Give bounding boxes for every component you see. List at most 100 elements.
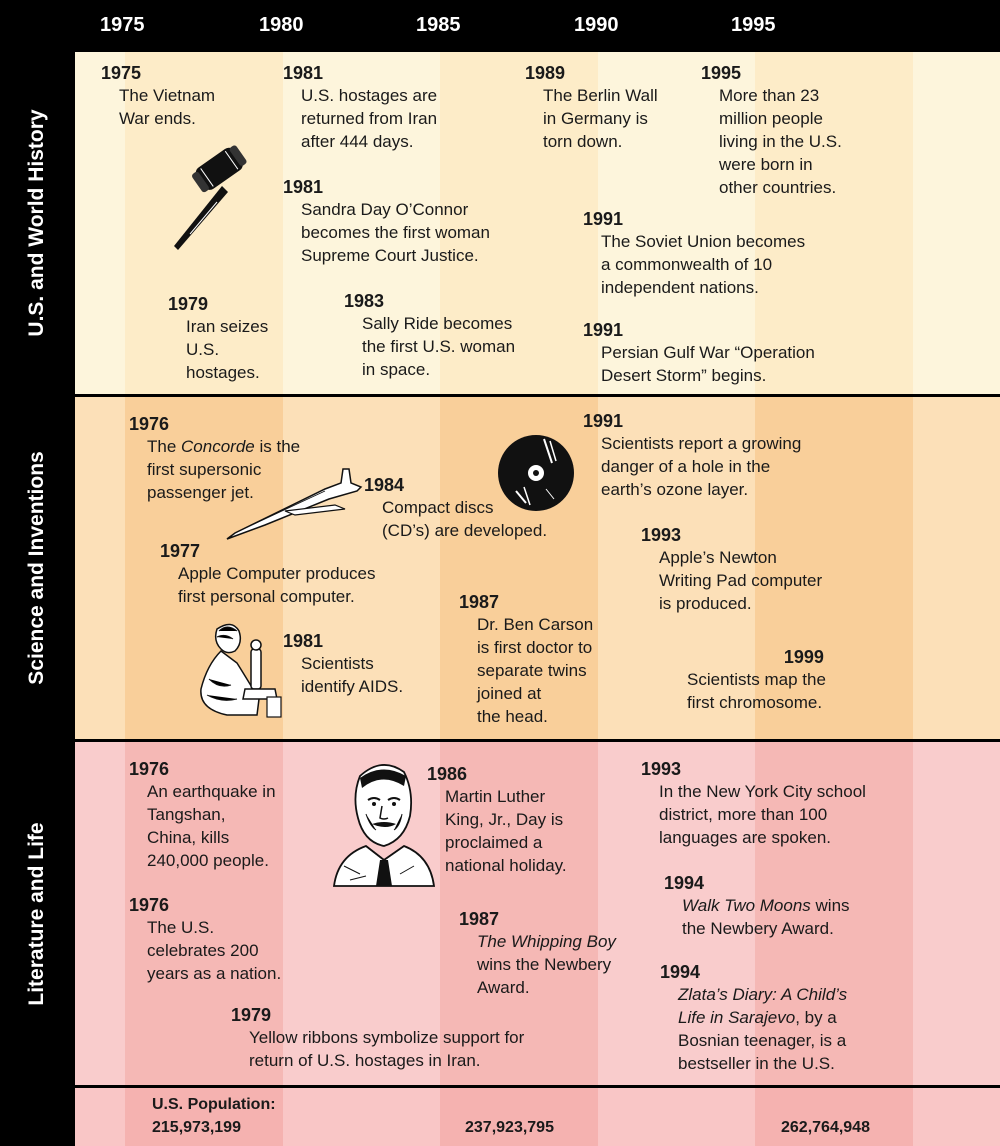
- timeline-event: 1991 Persian Gulf War “Operation Desert …: [583, 319, 815, 387]
- gavel-icon: [174, 145, 247, 250]
- decade-stripe: [755, 1088, 913, 1146]
- timeline-event: 1981 Sandra Day O’Connor becomes the fir…: [283, 176, 490, 267]
- timeline-event: 1995 More than 23 million people living …: [701, 62, 842, 199]
- history-section: U.S. and World History 1975 The Vietnam …: [0, 52, 1000, 394]
- event-text: An earthquake in Tangshan, China, kills …: [147, 782, 276, 870]
- decade-stripe: [125, 742, 283, 1085]
- event-year: 1979: [231, 1005, 272, 1025]
- population-value-1995: 262,764,948: [781, 1119, 870, 1136]
- event-text: The Berlin Wall in Germany is torn down.: [543, 86, 658, 151]
- year-label-1975: 1975: [100, 14, 145, 36]
- decade-stripe: [440, 742, 598, 1085]
- decade-stripe: [125, 52, 283, 394]
- event-text: More than 23 million people living in th…: [719, 86, 842, 197]
- event-year: 1976: [129, 759, 170, 779]
- literature-panel: 1976 An earthquake in Tangshan, China, k…: [75, 742, 1000, 1085]
- event-year: 1991: [583, 209, 624, 229]
- event-text: Iran seizes U.S. hostages.: [186, 317, 269, 382]
- book-title-italic: Zlata’s Diary: A Child’s Life in Sarajev…: [678, 985, 848, 1027]
- timeline-event: 1987 Dr. Ben Carson is first doctor to s…: [459, 591, 593, 728]
- timeline-event: 1981 U.S. hostages are returned from Ira…: [283, 62, 437, 153]
- event-year: 1975: [101, 63, 142, 83]
- history-panel: 1975 The Vietnam War ends. 1981 U.S. hos…: [75, 52, 1000, 394]
- science-panel: 1976 The Concorde is the first supersoni…: [75, 397, 1000, 739]
- event-year: 1986: [427, 764, 468, 784]
- decade-stripe: [755, 397, 913, 739]
- population-sidebar: [0, 1088, 74, 1146]
- timeline-event: 1981 Scientists identify AIDS.: [283, 630, 403, 698]
- event-text: The Vietnam War ends.: [119, 86, 216, 128]
- population-section: U.S. Population: 215,973,199 237,923,795…: [0, 1088, 1000, 1146]
- decade-stripe: [755, 52, 913, 394]
- timeline-event: 1994 Zlata’s Diary: A Child’s Life in Sa…: [660, 961, 847, 1075]
- timeline-event: 1991 The Soviet Union becomes a commonwe…: [583, 208, 805, 299]
- population-value-1975: 215,973,199: [152, 1119, 241, 1136]
- event-text: The Soviet Union becomes a commonwealth …: [601, 232, 806, 297]
- event-text: Yellow ribbons symbolize support for ret…: [249, 1028, 525, 1070]
- timeline-event: 1979 Iran seizes U.S. hostages.: [168, 293, 268, 384]
- year-label-1995: 1995: [731, 14, 776, 36]
- population-panel: U.S. Population: 215,973,199 237,923,795…: [75, 1088, 1000, 1146]
- timeline-event: 1994 Walk Two Moons wins the Newbery Awa…: [664, 872, 850, 940]
- timeline-event: 1984 Compact discs (CD’s) are developed.: [364, 474, 547, 542]
- timeline-event: 1991 Scientists report a growing danger …: [583, 410, 801, 501]
- year-label-1990: 1990: [574, 14, 619, 36]
- history-sidebar: U.S. and World History: [0, 52, 74, 394]
- timeline-event: 1975 The Vietnam War ends.: [101, 62, 215, 130]
- timeline-event: 1976 The U.S. celebrates 200 years as a …: [129, 894, 281, 985]
- literature-section: Literature and Life 1976 An earthquake i…: [0, 742, 1000, 1085]
- event-year: 1983: [344, 291, 385, 311]
- timeline-event: 1983 Sally Ride becomes the first U.S. w…: [344, 290, 515, 381]
- martin-luther-king-portrait-icon: [332, 764, 436, 887]
- event-text: Walk Two Moons wins the Newbery Award.: [682, 896, 850, 938]
- population-value-1985: 237,923,795: [465, 1119, 554, 1136]
- population-label: U.S. Population:: [152, 1096, 276, 1113]
- event-year: 1991: [583, 320, 624, 340]
- science-section: Science and Inventions 1976 The Concorde…: [0, 397, 1000, 739]
- event-year: 1987: [459, 909, 500, 929]
- timeline-event: 1976 An earthquake in Tangshan, China, k…: [129, 758, 276, 872]
- timeline-event: 1977 Apple Computer produces first perso…: [160, 540, 376, 608]
- event-year: 1994: [660, 962, 701, 982]
- timeline-event: 1999 Scientists map the first chromosome…: [669, 646, 826, 714]
- event-year: 1991: [583, 411, 624, 431]
- event-year: 1989: [525, 63, 566, 83]
- timeline-event: 1986 Martin Luther King, Jr., Day is pro…: [427, 763, 567, 877]
- event-text: Sally Ride becomes the first U.S. woman …: [362, 314, 516, 379]
- book-title-italic: The Whipping Boy: [477, 932, 616, 951]
- event-year: 1993: [641, 525, 682, 545]
- event-text: Persian Gulf War “Operation Desert Storm…: [601, 343, 815, 385]
- decade-stripe: [440, 52, 598, 394]
- event-text: Dr. Ben Carson is first doctor to separa…: [477, 615, 594, 726]
- event-text: In the New York City school district, mo…: [659, 782, 866, 847]
- event-year: 1977: [160, 541, 201, 561]
- event-text: Martin Luther King, Jr., Day is proclaim…: [445, 787, 567, 875]
- timeline-event: 1993 In the New York City school distric…: [641, 758, 866, 849]
- event-year: 1999: [783, 647, 824, 667]
- event-year: 1984: [364, 475, 405, 495]
- compact-disc-icon: [498, 435, 574, 511]
- event-text: Scientists report a growing danger of a …: [601, 434, 802, 499]
- event-text: The Whipping Boy wins the Newbery Award.: [477, 932, 616, 997]
- timeline-event: 1987 The Whipping Boy wins the Newbery A…: [459, 908, 616, 999]
- timeline-event: 1993 Apple’s Newton Writing Pad computer…: [641, 524, 822, 615]
- event-year: 1987: [459, 592, 500, 612]
- event-year: 1981: [283, 631, 324, 651]
- event-year: 1976: [129, 414, 170, 434]
- year-label-1985: 1985: [416, 14, 461, 36]
- year-header: 1975 1980 1985 1990 1995: [0, 0, 1000, 50]
- science-section-title: Science and Inventions: [25, 451, 48, 685]
- event-text: Apple’s Newton Writing Pad computer is p…: [659, 548, 823, 613]
- event-text: Sandra Day O’Connor becomes the first wo…: [301, 200, 490, 265]
- event-text: Scientists identify AIDS.: [301, 654, 404, 696]
- literature-sidebar: Literature and Life: [0, 742, 74, 1085]
- year-label-1980: 1980: [259, 14, 304, 36]
- book-title-italic: Walk Two Moons: [682, 896, 811, 915]
- event-text: The Concorde is the first supersonic pas…: [147, 437, 301, 502]
- event-text: The U.S. celebrates 200 years as a natio…: [147, 918, 282, 983]
- event-year: 1976: [129, 895, 170, 915]
- event-text: U.S. hostages are returned from Iran aft…: [301, 86, 438, 151]
- event-year: 1981: [283, 63, 324, 83]
- event-year: 1993: [641, 759, 682, 779]
- decade-stripe: [440, 1088, 598, 1146]
